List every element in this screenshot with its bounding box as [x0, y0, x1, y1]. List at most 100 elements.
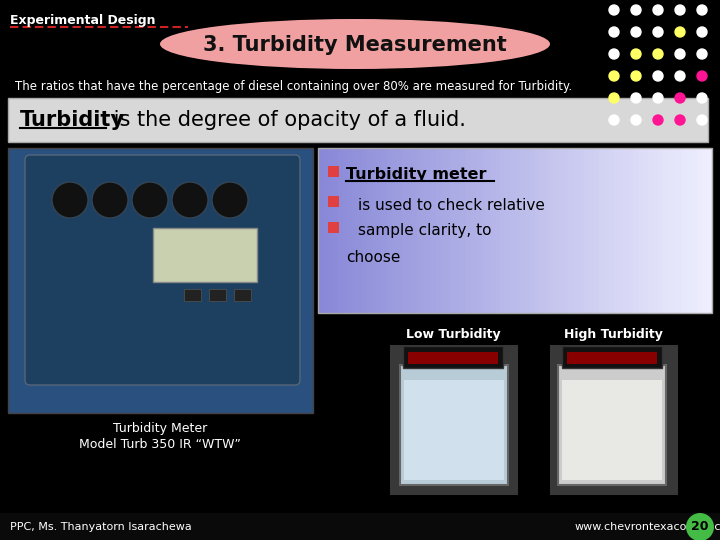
Bar: [525, 148, 531, 313]
Circle shape: [697, 93, 707, 103]
Bar: [678, 148, 683, 313]
Bar: [515, 148, 521, 313]
Circle shape: [697, 71, 707, 81]
Circle shape: [631, 49, 641, 59]
Bar: [372, 148, 378, 313]
Bar: [667, 148, 674, 313]
FancyBboxPatch shape: [403, 346, 503, 368]
Bar: [648, 148, 654, 313]
Text: is used to check relative: is used to check relative: [358, 198, 545, 213]
Bar: [638, 148, 644, 313]
Circle shape: [631, 115, 641, 125]
Bar: [402, 148, 408, 313]
Bar: [471, 148, 477, 313]
FancyBboxPatch shape: [8, 98, 708, 142]
Circle shape: [609, 5, 619, 15]
Circle shape: [212, 182, 248, 218]
FancyBboxPatch shape: [558, 365, 666, 485]
Bar: [702, 148, 708, 313]
Bar: [362, 148, 368, 313]
Bar: [603, 148, 610, 313]
Bar: [318, 148, 324, 313]
Bar: [549, 148, 555, 313]
Bar: [446, 148, 452, 313]
Bar: [520, 148, 526, 313]
FancyBboxPatch shape: [390, 345, 518, 495]
Bar: [584, 148, 590, 313]
Bar: [570, 148, 575, 313]
Circle shape: [631, 27, 641, 37]
Bar: [426, 148, 432, 313]
Circle shape: [631, 71, 641, 81]
Text: 20: 20: [691, 521, 708, 534]
Bar: [461, 148, 467, 313]
Circle shape: [697, 49, 707, 59]
Text: www.chevrontexacourse.com: www.chevrontexacourse.com: [575, 522, 720, 532]
Bar: [387, 148, 393, 313]
Circle shape: [697, 5, 707, 15]
FancyBboxPatch shape: [234, 289, 251, 301]
Bar: [407, 148, 413, 313]
Text: PPC, Ms. Thanyatorn Isarachewa: PPC, Ms. Thanyatorn Isarachewa: [10, 522, 192, 532]
Bar: [416, 148, 423, 313]
Bar: [574, 148, 580, 313]
Text: Turbidity: Turbidity: [20, 110, 125, 130]
Bar: [456, 148, 462, 313]
Bar: [672, 148, 678, 313]
Circle shape: [52, 182, 88, 218]
FancyBboxPatch shape: [408, 352, 498, 364]
FancyBboxPatch shape: [400, 365, 508, 485]
FancyBboxPatch shape: [550, 345, 678, 495]
Bar: [412, 148, 418, 313]
Bar: [564, 148, 570, 313]
Bar: [495, 148, 501, 313]
Bar: [530, 148, 536, 313]
Text: Experimental Design: Experimental Design: [10, 14, 156, 27]
Bar: [608, 148, 614, 313]
Bar: [624, 148, 629, 313]
Bar: [377, 148, 383, 313]
Bar: [367, 148, 373, 313]
Circle shape: [609, 71, 619, 81]
Bar: [382, 148, 388, 313]
Bar: [693, 148, 698, 313]
Circle shape: [653, 5, 663, 15]
Bar: [480, 148, 487, 313]
Bar: [485, 148, 491, 313]
FancyBboxPatch shape: [184, 289, 201, 301]
Bar: [348, 148, 354, 313]
Bar: [392, 148, 397, 313]
FancyBboxPatch shape: [328, 196, 339, 207]
Circle shape: [686, 513, 714, 540]
Circle shape: [172, 182, 208, 218]
FancyBboxPatch shape: [8, 148, 313, 413]
Circle shape: [675, 5, 685, 15]
FancyBboxPatch shape: [404, 380, 504, 480]
Circle shape: [132, 182, 168, 218]
Bar: [338, 148, 343, 313]
Bar: [0, 513, 720, 540]
Text: Turbidity Meter: Turbidity Meter: [113, 422, 207, 435]
Bar: [662, 148, 669, 313]
Circle shape: [609, 27, 619, 37]
Circle shape: [653, 115, 663, 125]
Bar: [633, 148, 639, 313]
Bar: [357, 148, 364, 313]
Text: Model Turb 350 IR “WTW”: Model Turb 350 IR “WTW”: [79, 438, 241, 451]
Circle shape: [609, 93, 619, 103]
Bar: [629, 148, 634, 313]
Bar: [643, 148, 649, 313]
Circle shape: [675, 93, 685, 103]
Bar: [431, 148, 437, 313]
Bar: [441, 148, 447, 313]
Text: is the degree of opacity of a fluid.: is the degree of opacity of a fluid.: [107, 110, 466, 130]
Text: High Turbidity: High Turbidity: [564, 328, 662, 341]
Text: The ratios that have the percentage of diesel containing over 80% are measured f: The ratios that have the percentage of d…: [15, 80, 572, 93]
Bar: [618, 148, 624, 313]
FancyBboxPatch shape: [153, 228, 257, 282]
Bar: [559, 148, 565, 313]
FancyBboxPatch shape: [328, 222, 339, 233]
Bar: [333, 148, 338, 313]
Bar: [613, 148, 619, 313]
Bar: [535, 148, 541, 313]
